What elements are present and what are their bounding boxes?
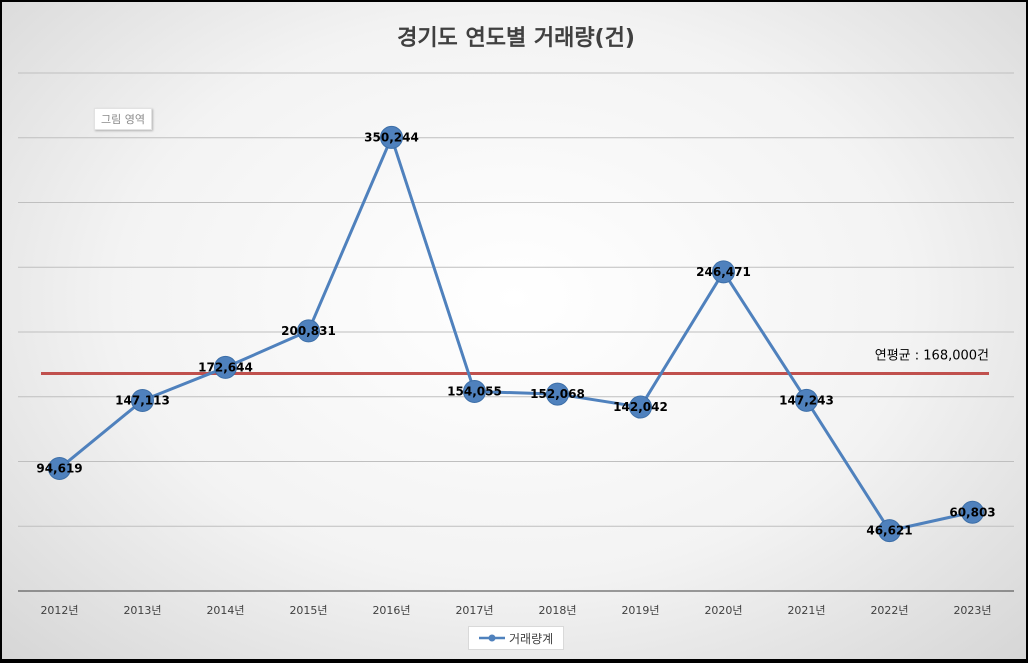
data-label: 147,113: [115, 393, 170, 407]
data-label: 154,055: [447, 384, 502, 398]
data-point[interactable]: [961, 500, 984, 524]
data-point[interactable]: [48, 456, 71, 480]
x-tick-label: 2013년: [123, 604, 161, 617]
x-tick-label: 2017년: [455, 604, 493, 617]
x-tick-label: 2016년: [372, 604, 410, 617]
data-label: 46,621: [866, 524, 912, 538]
data-point[interactable]: [629, 395, 652, 419]
data-label: 60,803: [949, 505, 995, 519]
series-line: [58, 135, 973, 533]
x-tick-label: 2023년: [953, 604, 991, 617]
plot-area-tooltip: 그림 영역: [94, 108, 152, 130]
x-tick-label: 2019년: [621, 604, 659, 617]
data-label: 147,243: [779, 393, 834, 407]
data-label: 94,619: [36, 461, 82, 475]
x-axis: 2012년 2013년 2014년 2015년 2016년 2017년 2018년 2019년…: [18, 590, 1014, 617]
legend-line-marker-icon: [479, 634, 505, 642]
data-point[interactable]: [712, 260, 735, 284]
data-point[interactable]: [463, 379, 486, 403]
legend[interactable]: 거래량계: [468, 626, 565, 650]
x-tick-label: 2012년: [40, 604, 78, 617]
x-tick-label: 2015년: [289, 604, 327, 617]
data-point[interactable]: [214, 355, 237, 379]
data-point[interactable]: [380, 125, 403, 149]
data-label: 200,831: [281, 324, 336, 338]
data-point[interactable]: [131, 388, 154, 412]
data-label: 350,244: [364, 130, 419, 144]
x-tick-label: 2018년: [538, 604, 576, 617]
data-point[interactable]: [297, 319, 320, 343]
data-labels: 94,619 147,113 172,644 200,831 350,244 154,05…: [36, 130, 995, 537]
x-tick-label: 2020년: [704, 604, 742, 617]
data-label: 142,042: [613, 400, 668, 414]
x-tick-label: 2021년: [787, 604, 825, 617]
series-line-group: [58, 135, 973, 533]
data-label: 172,644: [198, 360, 253, 374]
x-tick-label: 2014년: [206, 604, 244, 617]
average-reference-line-group: 연평균 : 168,000건: [41, 348, 989, 375]
series-markers: [48, 125, 984, 543]
data-label: 152,068: [530, 387, 585, 401]
data-point[interactable]: [878, 519, 901, 543]
gridlines: [18, 72, 1014, 527]
chart-title: 경기도 연도별 거래량(건): [397, 26, 635, 51]
average-reference-label: 연평균 : 168,000건: [875, 348, 989, 363]
data-point[interactable]: [546, 382, 569, 406]
data-label: 246,471: [696, 265, 751, 279]
legend-label: 거래량계: [509, 631, 554, 646]
data-point[interactable]: [795, 388, 818, 412]
x-tick-label: 2022년: [870, 604, 908, 617]
